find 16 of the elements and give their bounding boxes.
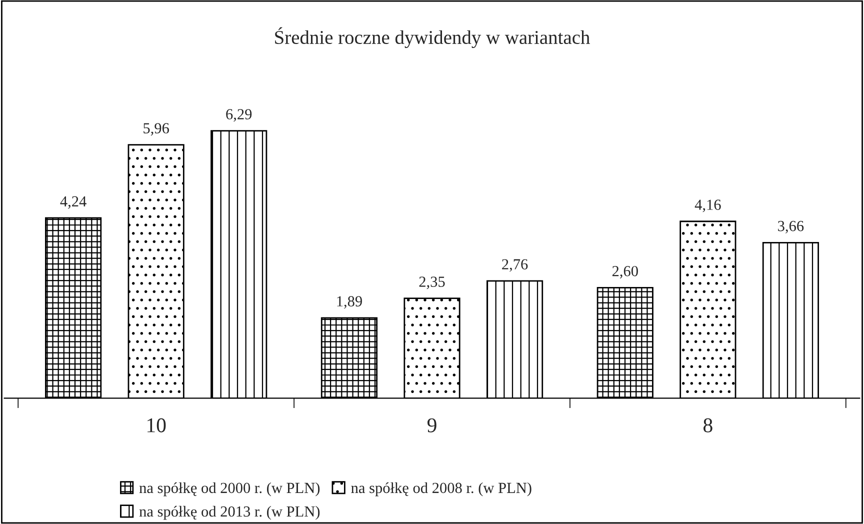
data-label: 5,96: [144, 123, 169, 136]
data-label: 1,89: [337, 296, 362, 309]
legend-label: na spółkę od 2008 r. (w PLN): [351, 482, 532, 496]
data-label: 4,16: [694, 200, 721, 212]
x-tick-label: 10: [147, 418, 166, 432]
legend-label: na spółkę od 2000 r. (w PLN): [139, 482, 320, 496]
data-label: 2,35: [419, 276, 445, 290]
data-label: 4,24: [60, 196, 86, 209]
x-tick-label: 9: [427, 418, 436, 432]
x-tick-label: 8: [704, 418, 712, 432]
data-label: 2,76: [502, 259, 528, 272]
data-label: 3,66: [778, 220, 804, 234]
legend-label: na spółkę od 2013 r. (w PLN): [139, 506, 320, 520]
chart-title: Średnie roczne dywidendy w wariantach: [275, 27, 590, 48]
data-label: 2,60: [612, 266, 638, 278]
data-label: 6,29: [226, 109, 252, 122]
